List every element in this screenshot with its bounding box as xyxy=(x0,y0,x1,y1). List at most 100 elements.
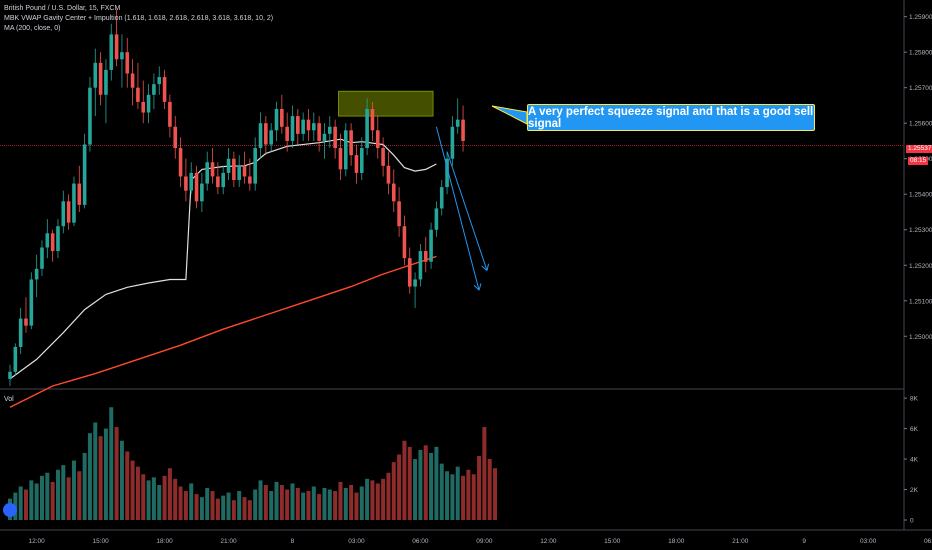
candle-body xyxy=(248,176,252,184)
candle-body xyxy=(370,108,375,131)
volume-bar xyxy=(45,472,50,520)
candle-body xyxy=(445,158,449,188)
volume-bar xyxy=(359,486,364,520)
time-tick-label: 21:00 xyxy=(220,538,237,545)
candle-body xyxy=(221,172,225,188)
candle-body xyxy=(237,165,241,181)
volume-bar xyxy=(423,445,428,520)
legend-indicator-vwap[interactable]: MBK VWAP Gavity Center + Impultion (1.61… xyxy=(4,15,274,22)
candle-body xyxy=(157,77,162,85)
volume-bar xyxy=(477,456,482,520)
tradingview-logo-icon[interactable] xyxy=(3,503,17,517)
time-tick-label: 18:00 xyxy=(156,538,173,545)
candle-body xyxy=(162,77,167,102)
volume-bar xyxy=(290,483,295,520)
price-tick-label: 1.25300 xyxy=(909,227,932,234)
candle-body xyxy=(322,133,327,141)
candle-body xyxy=(407,258,412,287)
candle-body xyxy=(88,87,92,145)
candle-body xyxy=(285,126,289,141)
volume-bar xyxy=(151,477,156,520)
volume-bar xyxy=(370,480,375,520)
volume-bar xyxy=(199,497,204,520)
candle-body xyxy=(397,201,401,227)
candle-body xyxy=(434,208,439,230)
candle-body xyxy=(290,116,295,141)
sell-arrow-head xyxy=(481,265,488,271)
squeeze-signal-box xyxy=(338,90,434,117)
volume-bar xyxy=(119,440,124,520)
candle-body xyxy=(24,318,28,326)
volume-bar xyxy=(34,483,39,520)
candle-body xyxy=(402,226,407,259)
candle-body xyxy=(365,108,369,149)
volume-bar xyxy=(173,478,178,520)
time-tick-label: 03:00 xyxy=(348,538,365,545)
time-tick-label: 8 xyxy=(291,538,295,545)
candle-body xyxy=(152,84,156,95)
volume-bar xyxy=(295,488,300,520)
callout-annotation[interactable]: A very perfect squeeze signal and that i… xyxy=(527,104,815,131)
volume-bar xyxy=(157,484,162,520)
candle-body xyxy=(18,318,23,347)
candle-body xyxy=(232,158,236,181)
candle-body xyxy=(200,183,204,202)
time-tick-label: 12:00 xyxy=(29,538,46,545)
candle-body xyxy=(253,148,257,184)
sell-arrow-head xyxy=(478,283,482,291)
candle-body xyxy=(269,130,273,145)
candle-body xyxy=(423,251,428,262)
candle-body xyxy=(349,130,353,156)
volume-bar xyxy=(130,460,135,520)
volume-bar xyxy=(205,488,210,520)
candle-body xyxy=(210,162,215,177)
price-tick-label: 1.25700 xyxy=(909,85,932,92)
price-tick-label: 1.25400 xyxy=(909,192,932,199)
volume-bar xyxy=(301,492,306,520)
candle-body xyxy=(93,62,98,88)
volume-bar xyxy=(23,489,28,520)
candle-body xyxy=(274,108,279,131)
volume-bar xyxy=(434,446,439,520)
candle-body xyxy=(114,34,119,60)
candle-body xyxy=(439,187,444,209)
candle-body xyxy=(280,108,284,127)
volume-bar xyxy=(98,436,103,520)
volume-bar xyxy=(386,472,391,520)
volume-bar xyxy=(402,440,407,520)
candle-body xyxy=(450,126,455,159)
time-tick-label: 21:00 xyxy=(732,538,749,545)
candle-body xyxy=(226,158,231,173)
candle-body xyxy=(328,126,332,134)
volume-bar xyxy=(311,486,316,520)
candle-body xyxy=(455,119,460,127)
candle-body xyxy=(312,123,316,131)
candle-body xyxy=(168,101,172,127)
volume-bar xyxy=(61,465,66,520)
volume-bar xyxy=(322,488,327,520)
volume-bar xyxy=(77,471,82,520)
sell-arrow-head xyxy=(473,284,480,291)
volume-bar xyxy=(29,480,34,520)
volume-bar xyxy=(429,452,434,520)
volume-tick-label: 4K xyxy=(910,457,919,464)
legend-indicator-ma[interactable]: MA (200, close, 0) xyxy=(4,25,61,32)
volume-bar xyxy=(493,468,498,520)
legend-symbol[interactable]: British Pound / U.S. Dollar, 15, FXCM xyxy=(4,5,121,12)
candle-body xyxy=(82,144,87,205)
volume-bar xyxy=(487,459,492,520)
chart-legend: British Pound / U.S. Dollar, 15, FXCM MB… xyxy=(4,4,273,34)
volume-bar xyxy=(466,469,471,520)
volume-bar xyxy=(327,489,332,520)
candle-body xyxy=(418,251,423,280)
candle-body xyxy=(34,268,39,280)
price-tick-label: 1.25200 xyxy=(909,263,932,270)
candle-body xyxy=(333,126,337,149)
legend-volume[interactable]: Vol xyxy=(4,396,14,403)
volume-tick-label: 8K xyxy=(910,396,919,403)
ma200-line xyxy=(9,255,437,408)
candle-body xyxy=(296,116,300,134)
volume-bar xyxy=(343,488,348,520)
candle-body xyxy=(359,148,364,173)
